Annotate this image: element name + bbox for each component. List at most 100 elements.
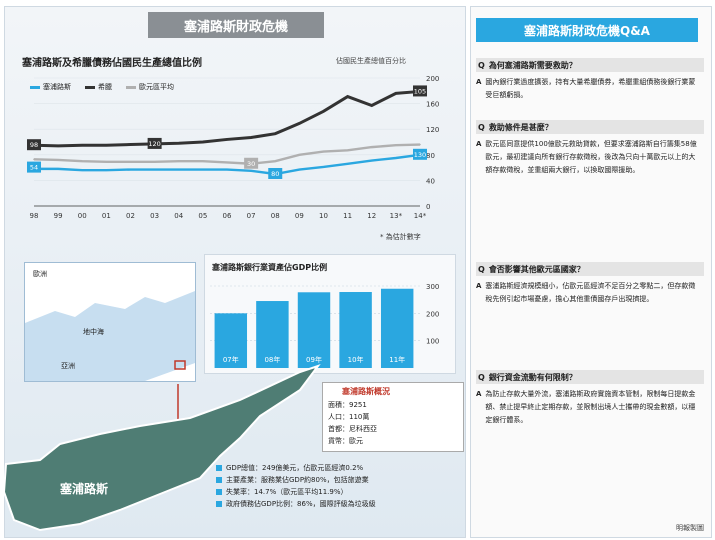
series-point [322, 166, 325, 168]
bar [214, 313, 248, 368]
y-tick-label: 100 [426, 338, 439, 346]
cyprus-label: 塞浦路斯 [60, 482, 109, 496]
legend-item-greece: 希臘 [85, 82, 112, 92]
question-icon: Q [478, 122, 485, 132]
basic-info-row: 貨幣：歐元 [328, 437, 363, 445]
y-tick-label: 40 [426, 177, 435, 185]
series-point [129, 161, 132, 163]
basic-info-row: 首都：尼科西亞 [328, 425, 377, 433]
banner-title: 塞浦路斯財政危機 [148, 12, 324, 38]
series-point [298, 154, 301, 156]
answer-text: 國內銀行業過度擴張，持有大量希臘債券，希臘重組債務後銀行業蒙受巨額虧損。 [485, 78, 696, 99]
legend-swatch [126, 85, 136, 89]
question-icon: Q [478, 264, 485, 274]
fact-text: 失業率：14.7%（歐元區平均11.9%） [226, 488, 348, 496]
x-tick-label: 09 [295, 212, 304, 220]
x-tick-label: 02 [126, 212, 135, 220]
x-tick-label: 08 [271, 212, 280, 220]
x-tick-label: 06 [223, 212, 232, 220]
qa-title: 塞浦路斯財政危機Q&A [476, 18, 698, 42]
africa-landmass [145, 363, 195, 381]
fact-text: 主要產業：服務業佔GDP約80%，包括旅遊業 [226, 476, 369, 484]
data-label: 130 [414, 151, 426, 159]
y-tick-label: 200 [426, 310, 439, 318]
series-point [177, 160, 180, 162]
series-point [105, 161, 108, 163]
series-line-1 [33, 89, 421, 148]
series-point [202, 160, 204, 162]
answer-text: 為防止存款大量外流，塞浦路斯政府實施資本管制，限制每日提款金額、禁止提早終止定期… [485, 390, 696, 424]
x-tick-label: 05 [198, 212, 207, 220]
series-point [274, 160, 277, 162]
qa-question: Q 銀行資金流動有何限制？ [476, 370, 704, 384]
series-point [395, 157, 397, 159]
series-point [370, 104, 373, 107]
line-chart-legend: 塞浦路斯 希臘 歐元區平均 [30, 82, 174, 92]
x-tick-label: 13* [390, 212, 403, 220]
bullet-icon [216, 501, 222, 507]
qa-answer: A 歐元區同意提供100億歐元救助貸款，但要求塞浦路斯自行籌集58億歐元，最初建議… [476, 138, 700, 256]
question-text: 會否影響其他歐元區國家？ [488, 264, 585, 274]
series-point [298, 168, 301, 171]
cyprus-shape [2, 364, 321, 532]
series-point [226, 168, 228, 171]
bullet-icon [216, 465, 222, 471]
data-label-badge [27, 139, 41, 151]
series-point [370, 159, 373, 162]
legend-label: 歐元區平均 [139, 83, 174, 91]
bullet-icon [216, 489, 222, 495]
qa-question: Q 為何塞浦路斯需要救助？ [476, 58, 704, 72]
map-label-asia: 亞洲 [61, 362, 75, 370]
bar-category-label: 07年 [223, 355, 239, 364]
line-chart: 0 40 80 120 160 200 98 99 00 01 02 03 04 05 06 07 08 09 10… [27, 75, 439, 220]
legend-label: 塞浦路斯 [43, 83, 71, 91]
series-point [105, 169, 108, 171]
series-point [370, 146, 373, 148]
basic-info-row: 人口：110萬 [328, 413, 370, 421]
series-point [105, 144, 108, 146]
series-point [346, 162, 349, 165]
question-icon: Q [478, 372, 485, 382]
cyprus-island [2, 364, 321, 532]
data-label: 98 [30, 141, 38, 149]
europe-map: 歐洲 地中海 亞洲 [24, 262, 196, 382]
series-point [81, 160, 84, 162]
legend-swatch [30, 85, 40, 89]
series-point [274, 132, 277, 135]
bar-chart-title: 塞浦路斯銀行業資產佔GDP比例 [212, 263, 328, 272]
legend-item-eurozone: 歐元區平均 [126, 82, 174, 92]
series-point [322, 150, 325, 153]
data-label: 30 [247, 160, 255, 168]
bar [297, 292, 331, 368]
x-tick-label: 14* [414, 212, 427, 220]
data-label-badge [244, 157, 259, 169]
fact-text: GDP總值：249億美元，佔歐元區經濟0.2% [226, 464, 364, 472]
x-tick-label: 03 [150, 212, 159, 220]
data-label: 54 [30, 164, 38, 172]
line-chart-title: 塞浦路斯及希臘債務佔國民生產總值比例 [22, 58, 202, 69]
question-text: 救助條件是甚麼？ [488, 122, 553, 132]
x-tick-label: 00 [78, 212, 87, 220]
data-label: 105 [414, 87, 426, 95]
answer-icon: A [476, 140, 482, 148]
map-label-europe: 歐洲 [33, 270, 47, 278]
series-point [153, 161, 156, 163]
x-tick-label: 01 [102, 212, 111, 220]
series-point [395, 144, 397, 146]
bar [256, 301, 289, 368]
question-icon: Q [478, 60, 485, 70]
series-point [81, 169, 84, 171]
y-tick-label: 160 [426, 101, 439, 109]
facts-list: GDP總值：249億美元，佔歐元區經濟0.2% 主要產業：服務業佔GDP約80%… [216, 462, 466, 510]
series-line-0 [34, 153, 421, 176]
basic-info-title: 塞浦路斯概況 [342, 387, 390, 396]
series-point [226, 161, 228, 164]
x-tick-label: 07 [247, 212, 256, 220]
basic-info-row: 面積：9251 [328, 401, 367, 409]
series-point [33, 158, 35, 161]
question-text: 為何塞浦路斯需要救助？ [488, 60, 577, 70]
data-label-badge [268, 168, 283, 179]
series-point [57, 145, 59, 147]
cyprus-marker [174, 360, 186, 370]
answer-text: 歐元區同意提供100億歐元救助貸款，但要求塞浦路斯自行籌集58億歐元，最初建議向… [485, 140, 697, 174]
